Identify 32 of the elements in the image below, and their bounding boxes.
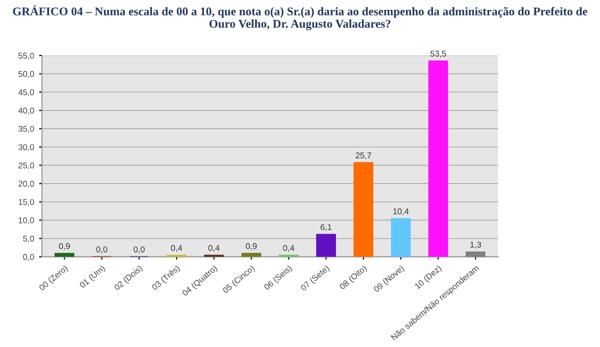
data-label: 0,4 — [171, 244, 182, 252]
y-tick-label: 15,0 — [18, 199, 34, 206]
data-label: 6,1 — [320, 224, 332, 232]
y-tick-label: 35,0 — [18, 126, 34, 133]
bar — [241, 252, 262, 257]
y-tick-label: 40,0 — [18, 108, 34, 114]
y-tick-label: 10,0 — [18, 217, 34, 224]
data-label: 0,4 — [208, 244, 220, 252]
data-label: 0,9 — [246, 243, 257, 250]
bar — [54, 252, 74, 257]
bar — [428, 60, 448, 257]
y-tick-label: 0,0 — [23, 254, 34, 261]
bar — [316, 234, 336, 257]
y-tick-label: 30,0 — [18, 144, 34, 152]
chart-title: GRÁFICO 04 – Numa escala de 00 a 10, que nota o(a) Sr.(a) daria ao desempenho da administração do Prefeito de Ouro Velho, Dr. Augusto Valadares? — [12, 5, 588, 30]
bar — [354, 162, 374, 257]
data-label: 0,9 — [58, 243, 70, 250]
data-label: 53,5 — [430, 50, 446, 58]
y-tick-label: 55,0 — [18, 52, 34, 60]
data-label: 25,7 — [356, 152, 372, 160]
y-tick-label: 5,0 — [23, 236, 34, 243]
y-tick-label: 50,0 — [18, 71, 34, 78]
y-tick-label: 20,0 — [18, 180, 34, 188]
data-label: 0,4 — [283, 244, 294, 252]
bar — [390, 218, 411, 257]
bar — [466, 251, 486, 257]
data-label: 10,4 — [393, 208, 409, 216]
y-tick-label: 25,0 — [18, 162, 34, 170]
data-label: 1,3 — [470, 242, 481, 249]
data-label: 0,0 — [96, 246, 108, 254]
y-tick-label: 45,0 — [18, 89, 34, 96]
data-label: 0,0 — [134, 246, 145, 254]
